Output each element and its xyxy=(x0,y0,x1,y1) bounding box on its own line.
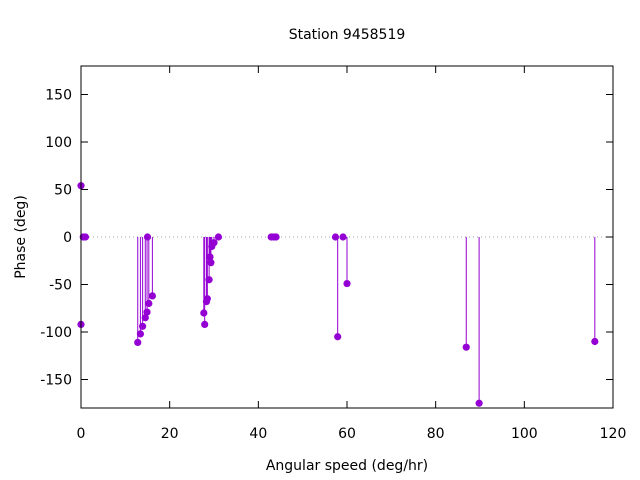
y-tick-label: -50 xyxy=(49,278,72,294)
y-tick-label: -100 xyxy=(40,325,72,341)
data-point xyxy=(200,309,208,317)
data-point xyxy=(203,295,211,303)
data-point xyxy=(214,233,223,241)
data-point xyxy=(81,233,90,241)
y-tick-label: 50 xyxy=(54,183,72,199)
y-tick-label: -150 xyxy=(40,373,72,389)
data-point xyxy=(143,233,152,241)
y-tick-label: 150 xyxy=(45,88,72,104)
data-point xyxy=(145,299,153,308)
data-point xyxy=(207,259,215,267)
data-point xyxy=(134,338,142,347)
plot-frame xyxy=(80,65,614,409)
y-axis-label: Phase (deg) xyxy=(13,195,29,279)
data-point xyxy=(343,279,351,288)
data-point xyxy=(143,308,151,316)
chart-title: Station 9458519 xyxy=(289,27,406,43)
x-axis-label: Angular speed (deg/hr) xyxy=(266,458,428,474)
x-tick-label: 40 xyxy=(249,426,267,442)
data-point xyxy=(475,399,483,407)
x-tick-label: 100 xyxy=(511,426,538,442)
plot-area: 0 20 40 60 80 100 120 -150 -100 -50 0 50 100 150 xyxy=(40,65,627,442)
data-point xyxy=(462,343,470,351)
data-point xyxy=(148,292,156,300)
data-point xyxy=(210,239,218,247)
y-tick-label: 0 xyxy=(63,230,72,246)
data-point xyxy=(339,233,347,241)
x-tick-label: 60 xyxy=(338,426,356,442)
x-tick-label: 0 xyxy=(77,426,86,442)
data-point xyxy=(201,320,209,328)
data-point xyxy=(334,333,342,341)
data-point xyxy=(272,233,280,241)
data-point xyxy=(141,314,149,322)
data-point xyxy=(591,337,599,346)
data-point xyxy=(206,253,214,261)
x-tick-label: 80 xyxy=(427,426,445,442)
x-tick-label: 120 xyxy=(600,426,627,442)
data-point xyxy=(139,322,147,330)
y-tick-label: 100 xyxy=(45,135,72,151)
x-tick-label: 20 xyxy=(161,426,179,442)
data-point xyxy=(136,330,145,338)
data-point xyxy=(205,276,213,284)
